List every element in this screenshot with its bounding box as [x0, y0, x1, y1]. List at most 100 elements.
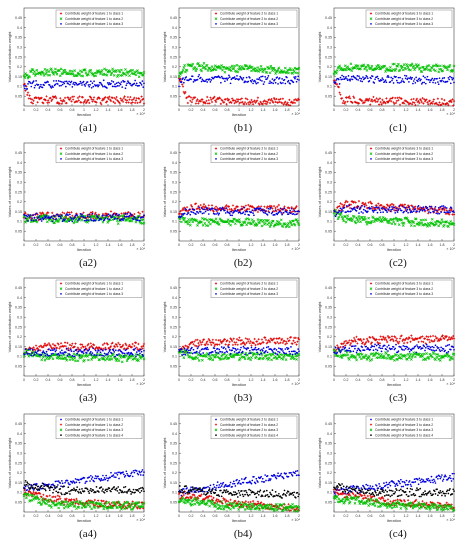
- data-point: [83, 358, 86, 362]
- data-point: [338, 209, 341, 212]
- y-tick-label: 0.2: [327, 65, 332, 69]
- y-tick-label: 0.05: [325, 230, 332, 234]
- data-point: [70, 69, 74, 73]
- data-point: [64, 218, 66, 221]
- data-point: [252, 352, 256, 356]
- data-point: [125, 470, 128, 473]
- data-point: [437, 346, 440, 349]
- data-point: [88, 213, 91, 216]
- data-point: [117, 471, 120, 474]
- data-point: [269, 337, 272, 340]
- legend: [55, 144, 143, 163]
- data-point: [90, 344, 93, 348]
- data-point: [256, 99, 259, 102]
- data-point: [235, 341, 238, 344]
- data-point: [379, 80, 381, 82]
- data-point: [375, 206, 378, 208]
- data-point: [187, 345, 190, 349]
- data-point: [265, 71, 269, 74]
- data-point: [246, 98, 249, 101]
- data-point: [95, 101, 98, 104]
- data-point: [393, 69, 397, 72]
- data-point: [383, 344, 386, 347]
- data-point: [114, 83, 116, 86]
- legend: [55, 9, 143, 28]
- data-point: [333, 352, 336, 354]
- data-point: [279, 97, 282, 101]
- data-point: [230, 219, 233, 223]
- data-point: [275, 349, 278, 351]
- data-point: [215, 351, 217, 354]
- data-point: [51, 343, 55, 346]
- data-point: [434, 344, 437, 347]
- data-point: [223, 70, 227, 74]
- data-point: [358, 208, 361, 211]
- x-tick-label: 2: [143, 514, 145, 518]
- data-point: [108, 95, 111, 98]
- data-point: [104, 348, 107, 351]
- data-point: [116, 345, 119, 348]
- data-point: [115, 212, 118, 215]
- data-point: [203, 208, 206, 211]
- chart-a3: 0.050.10.150.20.250.30.350.40.450 0.2 0.4 0…: [7, 277, 145, 404]
- data-point: [186, 213, 188, 216]
- data-point: [224, 348, 227, 350]
- data-point: [435, 336, 439, 340]
- data-point: [247, 338, 251, 341]
- data-point: [370, 346, 372, 349]
- data-point: [254, 346, 257, 349]
- data-point: [427, 338, 431, 341]
- data-point: [390, 100, 393, 103]
- data-point: [260, 338, 264, 341]
- data-point: [224, 343, 227, 346]
- data-point: [281, 225, 285, 228]
- data-point: [205, 218, 209, 222]
- data-point: [109, 210, 113, 213]
- data-point: [143, 349, 145, 352]
- data-point: [417, 340, 420, 344]
- data-point: [123, 80, 126, 83]
- data-point: [124, 212, 127, 215]
- data-point: [40, 220, 43, 222]
- data-point: [286, 76, 288, 79]
- data-point: [34, 84, 37, 87]
- data-point: [109, 99, 113, 103]
- data-point: [440, 338, 443, 341]
- data-point: [438, 359, 442, 362]
- y-tick-label: 0.05: [325, 95, 332, 99]
- data-point: [421, 81, 424, 84]
- data-point: [142, 102, 146, 105]
- data-point: [377, 218, 381, 222]
- data-point: [423, 81, 426, 84]
- data-point: [135, 355, 137, 358]
- data-point: [86, 215, 89, 218]
- data-point: [23, 214, 26, 217]
- data-point: [39, 85, 41, 88]
- data-point: [358, 75, 360, 78]
- data-point: [295, 67, 298, 71]
- data-point: [53, 348, 56, 350]
- data-point: [411, 204, 414, 208]
- data-point: [421, 96, 424, 100]
- data-point: [59, 97, 62, 100]
- data-point: [196, 338, 199, 341]
- data-point: [216, 347, 219, 350]
- data-point: [227, 98, 231, 101]
- legend-label: Contribute weight of feature 3 to class …: [375, 17, 433, 21]
- data-point: [204, 205, 207, 208]
- x-axis-label: Iteration: [77, 518, 91, 523]
- series-3: [178, 345, 300, 356]
- data-point: [433, 210, 435, 213]
- data-point: [265, 102, 268, 106]
- data-point: [264, 212, 267, 214]
- data-point: [283, 70, 286, 74]
- data-point: [84, 85, 87, 87]
- data-point: [395, 207, 398, 210]
- data-point: [424, 218, 428, 222]
- data-point: [373, 209, 376, 212]
- data-point: [90, 478, 93, 480]
- data-point: [416, 80, 419, 83]
- data-point: [268, 339, 271, 342]
- data-point: [262, 219, 265, 222]
- data-point: [375, 348, 377, 351]
